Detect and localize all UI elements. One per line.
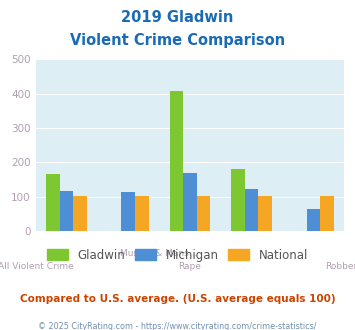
Bar xyxy=(73,196,87,231)
Bar xyxy=(258,196,272,231)
Text: Compared to U.S. average. (U.S. average equals 100): Compared to U.S. average. (U.S. average … xyxy=(20,294,335,304)
Bar xyxy=(197,196,210,231)
Bar xyxy=(46,174,60,231)
Bar xyxy=(245,189,258,231)
Text: Violent Crime Comparison: Violent Crime Comparison xyxy=(70,33,285,48)
Bar xyxy=(170,91,183,231)
Bar xyxy=(231,169,245,231)
Bar xyxy=(307,209,320,231)
Text: © 2025 CityRating.com - https://www.cityrating.com/crime-statistics/: © 2025 CityRating.com - https://www.city… xyxy=(38,322,317,330)
Bar xyxy=(183,173,197,231)
Text: All Violent Crime: All Violent Crime xyxy=(0,262,73,271)
Legend: Gladwin, Michigan, National: Gladwin, Michigan, National xyxy=(42,244,313,266)
Bar xyxy=(320,196,334,231)
Bar xyxy=(135,196,148,231)
Bar xyxy=(60,190,73,231)
Bar xyxy=(121,192,135,231)
Text: 2019 Gladwin: 2019 Gladwin xyxy=(121,10,234,25)
Text: Rape: Rape xyxy=(179,262,201,271)
Text: Murder & Mans...: Murder & Mans... xyxy=(120,249,198,258)
Text: Robbery: Robbery xyxy=(326,262,355,271)
